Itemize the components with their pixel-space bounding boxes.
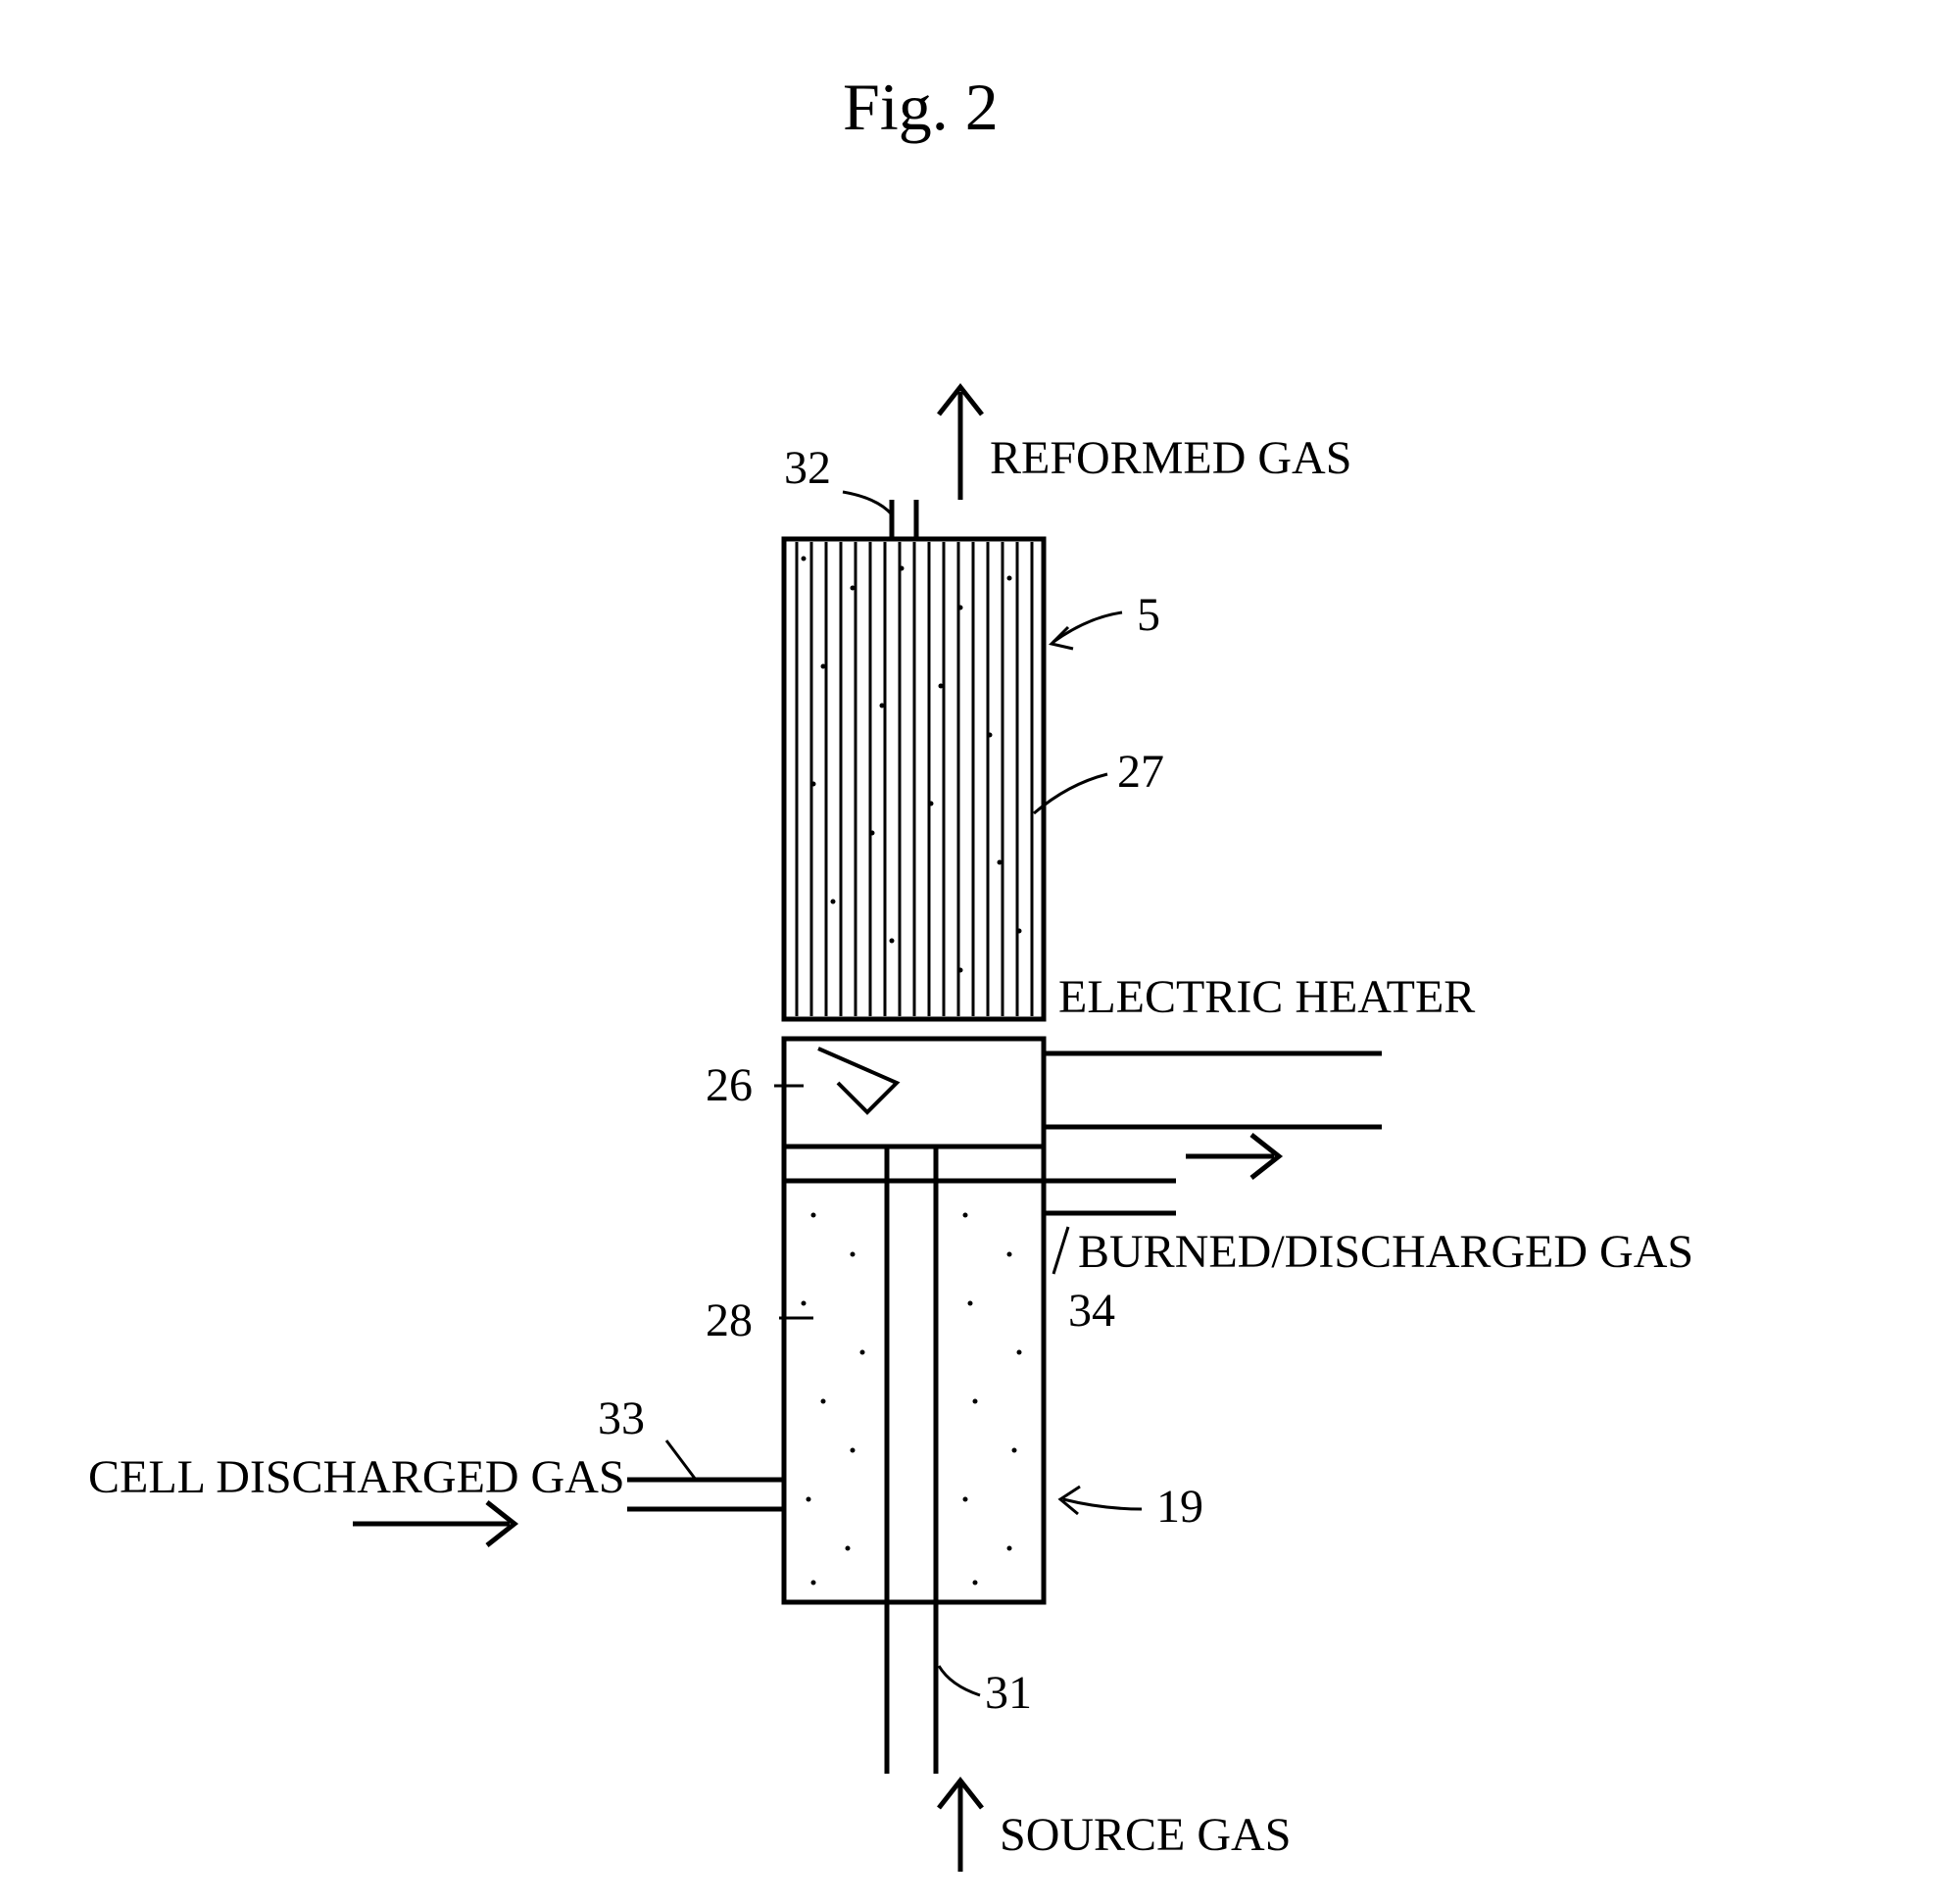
label-cell-discharged: CELL DISCHARGED GAS — [88, 1450, 625, 1504]
label-27: 27 — [1117, 745, 1164, 799]
label-electric-heater: ELECTRIC HEATER — [1058, 970, 1475, 1024]
label-31: 31 — [985, 1666, 1032, 1720]
label-19: 19 — [1156, 1480, 1203, 1534]
label-28: 28 — [706, 1294, 753, 1347]
label-5: 5 — [1137, 588, 1160, 642]
label-32: 32 — [784, 441, 831, 495]
label-34: 34 — [1068, 1284, 1115, 1338]
label-26: 26 — [706, 1058, 753, 1112]
label-33: 33 — [598, 1391, 645, 1445]
label-source-gas: SOURCE GAS — [1000, 1808, 1291, 1862]
label-burned-discharged: BURNED/DISCHARGED GAS — [1078, 1225, 1693, 1279]
label-reformed-gas: REFORMED GAS — [990, 431, 1351, 485]
diagram-svg — [0, 0, 1958, 1904]
